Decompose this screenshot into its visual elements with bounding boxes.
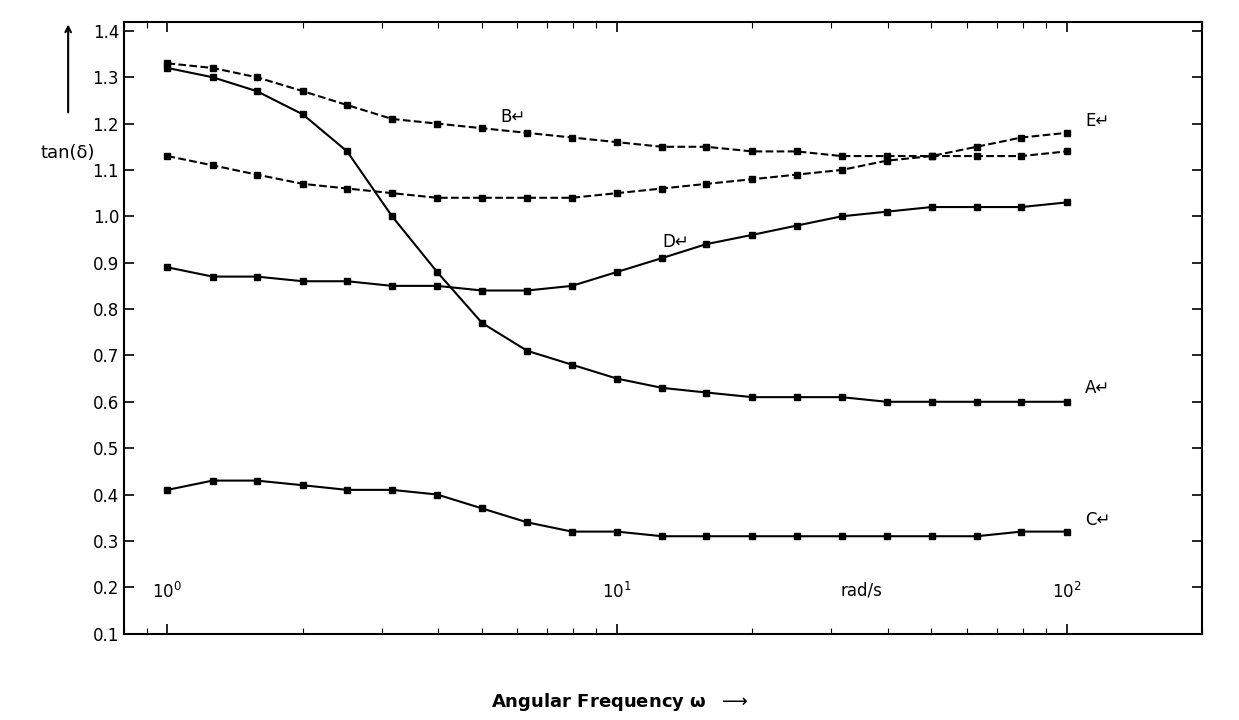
Text: C↵: C↵ — [1085, 511, 1110, 529]
Text: Angular Frequency $\mathbf{\omega}$  $\longrightarrow$: Angular Frequency $\mathbf{\omega}$ $\lo… — [491, 690, 748, 713]
Text: B↵: B↵ — [501, 108, 525, 126]
Text: $10^2$: $10^2$ — [1052, 582, 1082, 602]
Text: $10^0$: $10^0$ — [152, 582, 182, 602]
Text: D↵: D↵ — [662, 233, 689, 251]
Text: A↵: A↵ — [1085, 379, 1110, 397]
Text: E↵: E↵ — [1085, 112, 1109, 130]
Text: rad/s: rad/s — [840, 582, 882, 600]
Text: $10^1$: $10^1$ — [602, 582, 632, 602]
Text: tan(δ): tan(δ) — [41, 144, 95, 162]
